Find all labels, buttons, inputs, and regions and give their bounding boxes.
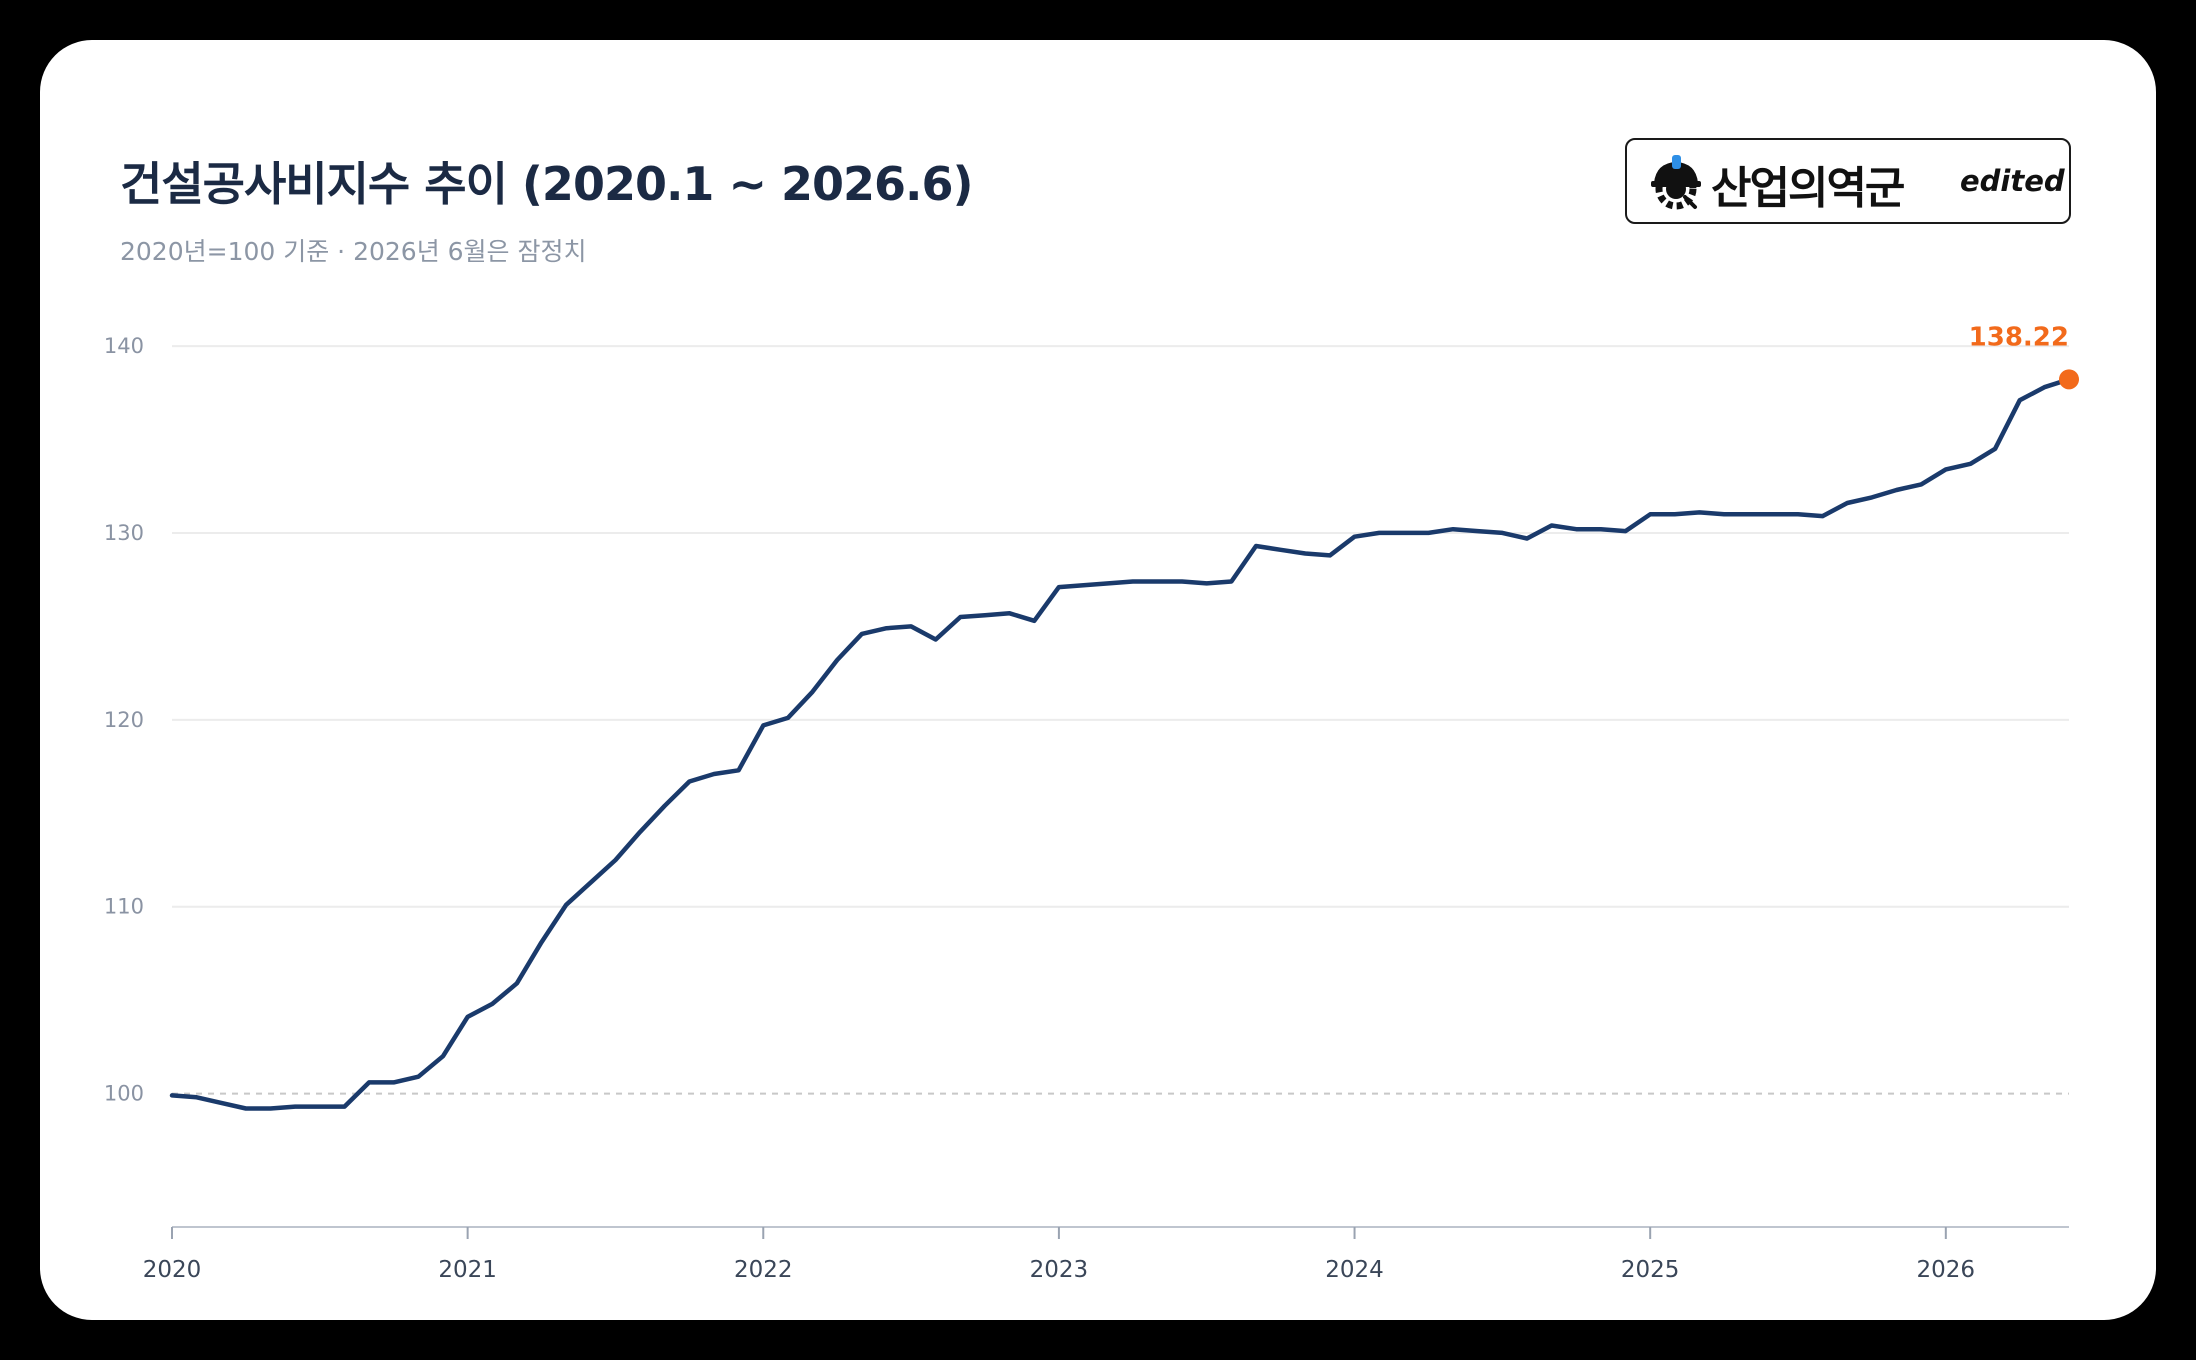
x-tick-label: 2022: [734, 1257, 793, 1283]
line-chart: 100 110 120 130 140 2020 2021 2022 2023 2024 2025 2…: [104, 322, 2079, 1283]
y-tick-label: 100: [104, 1082, 144, 1106]
y-tick-label: 140: [104, 334, 144, 358]
hardhat-gear-icon: [1651, 155, 1701, 210]
chart-title: 건설공사비지수 추이 (2020.1 ~ 2026.6): [120, 157, 974, 211]
y-tick-label: 120: [104, 708, 144, 732]
y-tick-label: 130: [104, 521, 144, 545]
x-tick-label: 2021: [438, 1257, 497, 1283]
logo-text: 산업의역군: [1711, 163, 1905, 214]
chart-card: 건설공사비지수 추이 (2020.1 ~ 2026.6) 2020년=100 기…: [40, 40, 2156, 1320]
y-tick-label: 110: [104, 895, 144, 919]
chart-subtitle: 2020년=100 기준 · 2026년 6월은 잠정치: [120, 237, 587, 266]
x-tick-label: 2026: [1917, 1257, 1976, 1283]
x-tick-label: 2023: [1030, 1257, 1089, 1283]
last-point-marker: [2059, 369, 2079, 390]
brand-logo: 산업의역군 edited: [1625, 138, 2071, 224]
x-tick-label: 2020: [143, 1257, 202, 1283]
x-tick-label: 2024: [1325, 1257, 1384, 1283]
last-point-label: 138.22: [1969, 322, 2069, 352]
series-line: [169, 377, 2072, 1111]
x-tick-label: 2025: [1621, 1257, 1680, 1283]
logo-edited-label: edited: [1960, 164, 2065, 198]
